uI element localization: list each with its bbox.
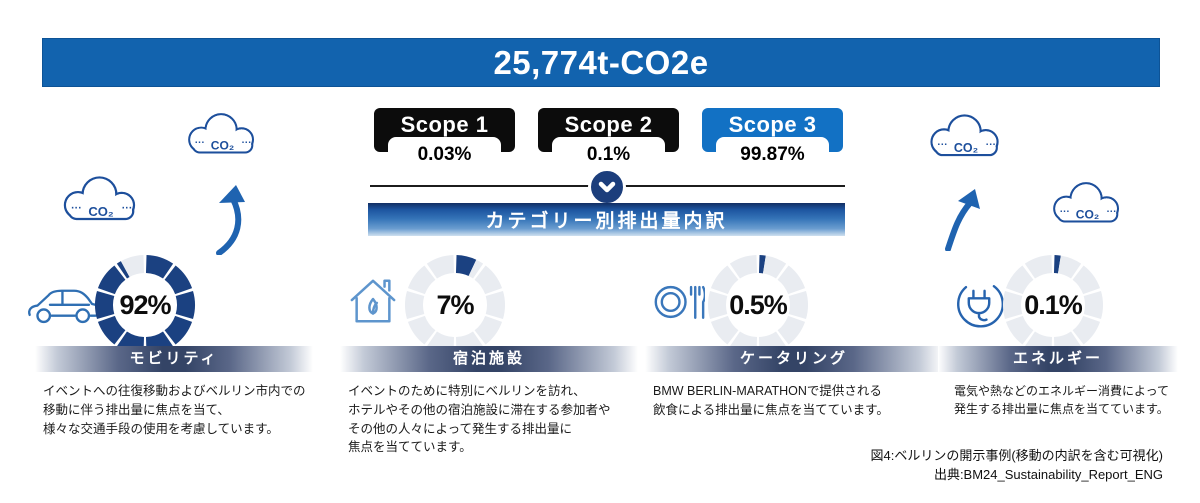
scope3-value: 99.87% bbox=[740, 144, 805, 165]
svg-text:CO₂: CO₂ bbox=[88, 204, 114, 219]
co2-cloud-icon: CO₂ ··· ··· bbox=[188, 113, 255, 154]
scope3-box: Scope 3 99.87% bbox=[702, 108, 843, 165]
scope2-label: Scope 2 bbox=[564, 112, 653, 137]
scope3-label: Scope 3 bbox=[728, 112, 817, 137]
svg-text:···: ··· bbox=[986, 140, 996, 151]
svg-text:CO₂: CO₂ bbox=[954, 141, 978, 155]
svg-text:···: ··· bbox=[195, 137, 205, 148]
accommodation-donut-chart: 7% bbox=[403, 253, 507, 357]
plug-icon bbox=[957, 285, 1004, 328]
mobility-donut-chart: 92% bbox=[93, 253, 197, 357]
scope1-label: Scope 1 bbox=[400, 112, 489, 137]
svg-text:···: ··· bbox=[1060, 206, 1070, 217]
scope2-box: Scope 2 0.1% bbox=[538, 108, 679, 165]
scope3-value-tab bbox=[716, 137, 829, 152]
scope1-value-tab bbox=[388, 137, 501, 152]
energy-percentage: 0.1% bbox=[1024, 289, 1083, 320]
co2-cloud-icon: CO₂ ··· ··· bbox=[63, 176, 136, 221]
mobility-description: イベントへの往復移動およびベルリン市内での 移動に伴う排出量に焦点を当て、 様々… bbox=[43, 384, 306, 436]
category-breakdown-banner: カテゴリー別排出量内訳 bbox=[368, 203, 845, 236]
energy-label-pill: エネルギー bbox=[938, 346, 1178, 372]
catering-label-pill: ケータリング bbox=[645, 346, 943, 372]
svg-text:···: ··· bbox=[937, 140, 947, 151]
energy-donut-chart: 0.1% bbox=[1001, 253, 1105, 357]
plate-cutlery-icon bbox=[654, 285, 705, 319]
svg-text:CO₂: CO₂ bbox=[211, 139, 234, 153]
mobility-label-pill: モビリティ bbox=[35, 346, 313, 372]
co2-cloud-icon: CO₂ ··· ··· bbox=[930, 114, 999, 157]
svg-text:···: ··· bbox=[1107, 206, 1117, 217]
up-arrow-icon bbox=[945, 189, 980, 251]
scope2-value-tab bbox=[552, 137, 665, 152]
figure-caption-line2: 出典:BM24_Sustainability_Report_ENG bbox=[933, 466, 1163, 482]
chevron-down-icon bbox=[588, 168, 626, 206]
category-breakdown-title: カテゴリー別排出量内訳 bbox=[485, 211, 728, 232]
svg-text:CO₂: CO₂ bbox=[1076, 208, 1099, 222]
mobility-percentage: 92% bbox=[119, 289, 171, 320]
co2-cloud-icon: CO₂ ··· ··· bbox=[1053, 182, 1120, 223]
catering-donut-chart: 0.5% bbox=[706, 253, 810, 357]
figure-caption-line1: 図4:ベルリンの開示事例(移動の内訳を含む可視化) bbox=[870, 448, 1163, 463]
car-icon bbox=[28, 289, 102, 324]
svg-text:···: ··· bbox=[122, 202, 133, 214]
accommodation-description: イベントのために特別にベルリンを訪れ、 ホテルやその他の宿泊施設に滞在する参加者… bbox=[348, 384, 611, 455]
total-emissions-banner: 25,774t-CO2e bbox=[42, 38, 1160, 87]
scope2-value: 0.1% bbox=[586, 144, 631, 165]
catering-percentage: 0.5% bbox=[729, 289, 788, 320]
scope1-box: Scope 1 0.03% bbox=[374, 108, 515, 165]
eco-house-icon bbox=[350, 279, 396, 323]
accommodation-percentage: 7% bbox=[436, 289, 474, 320]
total-emissions-value: 25,774t-CO2e bbox=[493, 43, 709, 81]
up-arrow-icon bbox=[216, 185, 245, 255]
accommodation-label-pill: 宿泊施設 bbox=[340, 346, 638, 372]
svg-text:···: ··· bbox=[71, 202, 82, 214]
energy-description: 電気や熱などのエネルギー消費によって 発生する排出量に焦点を当てています。 bbox=[954, 384, 1170, 416]
catering-description: BMW BERLIN-MARATHONで提供される 飲食による排出量に焦点を当て… bbox=[653, 384, 889, 417]
scope1-value: 0.03% bbox=[417, 144, 472, 165]
figure-caption: 図4:ベルリンの開示事例(移動の内訳を含む可視化) 出典:BM24_Sustai… bbox=[870, 447, 1163, 485]
svg-text:···: ··· bbox=[242, 137, 252, 148]
